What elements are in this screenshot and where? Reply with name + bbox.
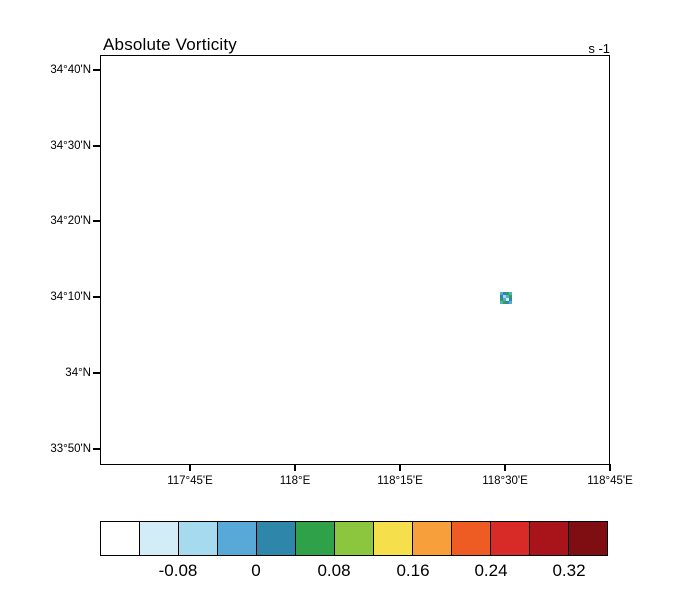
feature-pixel (500, 298, 503, 301)
lat-label: 34°30'N (50, 140, 91, 152)
colorbar-label: 0.08 (317, 561, 351, 580)
lat-tick (93, 372, 100, 374)
colorbar-cell-4 (257, 522, 296, 555)
feature-pixel (509, 298, 512, 301)
lon-label: 118°45'E (587, 475, 633, 487)
lon-tick (189, 464, 191, 471)
colorbar-cell-3 (218, 522, 257, 555)
colorbar-label: -0.08 (158, 561, 198, 580)
colorbar-cell-8 (413, 522, 452, 555)
feature-pixel (509, 301, 512, 304)
lon-tick (399, 464, 401, 471)
feature-pixel (509, 292, 512, 295)
lat-label: 33°50'N (50, 443, 91, 455)
lat-tick (93, 448, 100, 450)
colorbar-cell-11 (530, 522, 569, 555)
feature-pixel (509, 295, 512, 298)
lon-label: 118°15'E (377, 475, 423, 487)
feature-pixel (506, 301, 509, 304)
lon-label: 117°45'E (167, 475, 213, 487)
lat-tick (93, 296, 100, 298)
colorbar-label: 0.24 (474, 561, 508, 580)
lat-tick (93, 69, 100, 71)
colorbar-cell-6 (335, 522, 374, 555)
plot-title: Absolute Vorticity (103, 35, 237, 54)
lon-label: 118°E (279, 475, 311, 487)
feature-pixel (500, 301, 503, 304)
lat-label: 34°N (65, 367, 91, 379)
colorbar-label: 0.32 (552, 561, 586, 580)
lat-label: 34°10'N (50, 291, 91, 303)
colorbar-cell-2 (179, 522, 218, 555)
colorbar-cell-12 (569, 522, 607, 555)
feature-pixel (506, 298, 509, 301)
colorbar-cell-5 (296, 522, 335, 555)
colorbar-cell-9 (452, 522, 491, 555)
colorbar-cell-0 (101, 522, 140, 555)
colorbar-labels: -0.08 0 0.08 0.16 0.24 0.32 (100, 561, 608, 585)
feature-pixel (503, 292, 506, 295)
lat-label: 34°20'N (50, 215, 91, 227)
colorbar-cell-10 (491, 522, 530, 555)
lon-tick (294, 464, 296, 471)
units-label: s -1 (588, 41, 610, 56)
feature-pixel (500, 292, 503, 295)
feature-pixel (506, 295, 509, 298)
lon-tick (609, 464, 611, 471)
colorbar-label: 0.16 (396, 561, 430, 580)
feature-pixel (503, 295, 506, 298)
colorbar-cell-7 (374, 522, 413, 555)
lat-tick (93, 220, 100, 222)
feature-pixel (506, 292, 509, 295)
feature-pixel (503, 298, 506, 301)
lon-label: 118°30'E (482, 475, 528, 487)
feature-pixel (503, 301, 506, 304)
lat-tick (93, 145, 100, 147)
map-plot-area: 34°40'N 34°30'N 34°20'N 34°10'N 34°N 33°… (50, 55, 633, 487)
colorbar-label: 0 (251, 561, 261, 580)
vorticity-feature (500, 292, 512, 304)
lon-tick (504, 464, 506, 471)
colorbar-cells (100, 521, 608, 556)
lat-label: 34°40'N (50, 64, 91, 76)
feature-pixel (500, 295, 503, 298)
colorbar-cell-1 (140, 522, 179, 555)
